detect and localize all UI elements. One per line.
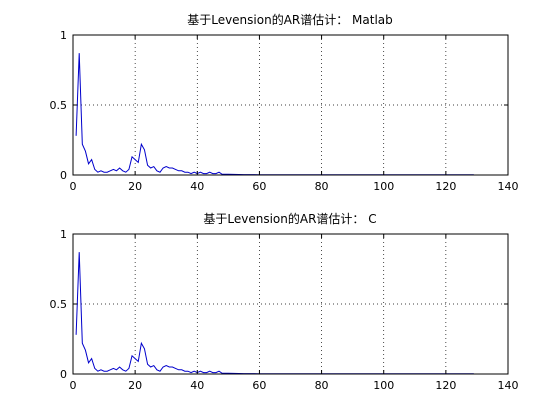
- chart-title: 基于Levension的AR谱估计： Matlab: [187, 12, 393, 27]
- chart-title: 基于Levension的AR谱估计： C: [203, 211, 376, 226]
- y-tick-label: 1: [60, 29, 67, 42]
- y-tick-labels: 00.51: [50, 29, 68, 182]
- subplot-top: 基于Levension的AR谱估计： Matlab 0 20 40 60 80 100 12…: [50, 12, 519, 193]
- y-tick-label: 0.5: [50, 298, 68, 311]
- x-tick-label: 60: [252, 379, 266, 392]
- tick-marks: [72, 34, 509, 176]
- x-tick-label: 0: [70, 180, 77, 193]
- series-layer: [75, 252, 474, 375]
- y-tick-label: 0: [60, 169, 67, 182]
- y-tick-label: 0.5: [50, 99, 68, 112]
- x-tick-label: 40: [190, 379, 204, 392]
- x-tick-labels: 0 20 40 60 80 100 120 140: [70, 180, 519, 193]
- x-tick-label: 120: [435, 379, 456, 392]
- grid-lines: [73, 234, 508, 374]
- tick-marks: [72, 233, 509, 375]
- series-line-0: [75, 53, 474, 176]
- x-tick-label: 0: [70, 379, 77, 392]
- x-tick-label: 140: [498, 379, 519, 392]
- x-tick-label: 120: [435, 180, 456, 193]
- x-tick-label: 60: [252, 180, 266, 193]
- series-line-0: [75, 252, 474, 375]
- x-tick-label: 100: [373, 379, 394, 392]
- y-tick-label: 0: [60, 368, 67, 381]
- x-tick-label: 80: [315, 180, 329, 193]
- x-tick-label: 140: [498, 180, 519, 193]
- y-tick-labels: 00.51: [50, 228, 68, 381]
- y-tick-label: 1: [60, 228, 67, 241]
- x-tick-label: 20: [128, 180, 142, 193]
- x-tick-labels: 0 20 40 60 80 100 120 140: [70, 379, 519, 392]
- x-tick-label: 100: [373, 180, 394, 193]
- x-tick-label: 20: [128, 379, 142, 392]
- x-tick-label: 40: [190, 180, 204, 193]
- x-tick-label: 80: [315, 379, 329, 392]
- series-layer: [75, 53, 474, 176]
- subplot-bottom: 基于Levension的AR谱估计： C 0 20 40 60 80 100 120 140 …: [50, 211, 519, 392]
- grid-lines: [73, 35, 508, 175]
